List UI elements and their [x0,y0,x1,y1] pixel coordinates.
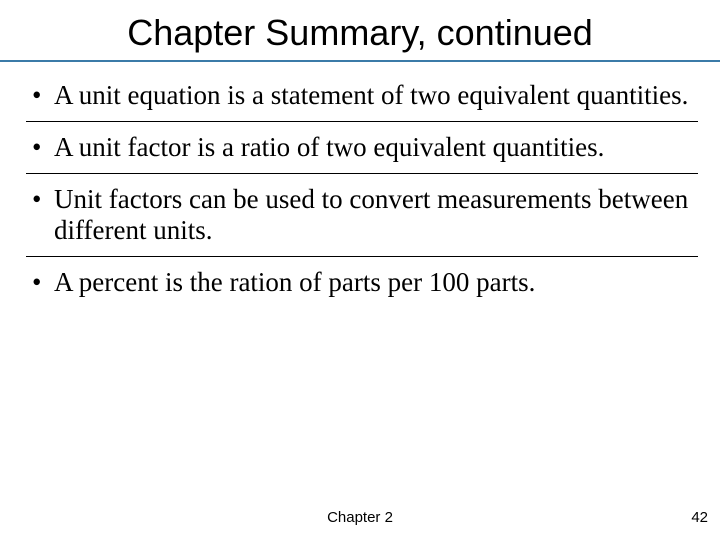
content-area: A unit equation is a statement of two eq… [0,62,720,308]
page-number: 42 [691,509,708,526]
title-underline [0,60,720,62]
bullet-item: A percent is the ration of parts per 100… [26,267,698,308]
footer-text: Chapter 2 [0,509,720,526]
title-container: Chapter Summary, continued [0,0,720,54]
slide: Chapter Summary, continued A unit equati… [0,0,720,540]
bullet-item: A unit equation is a statement of two eq… [26,80,698,122]
bullet-item: A unit factor is a ratio of two equivale… [26,132,698,174]
bullet-item: Unit factors can be used to convert meas… [26,184,698,257]
bullet-list: A unit equation is a statement of two eq… [26,80,698,308]
slide-title: Chapter Summary, continued [0,12,720,54]
